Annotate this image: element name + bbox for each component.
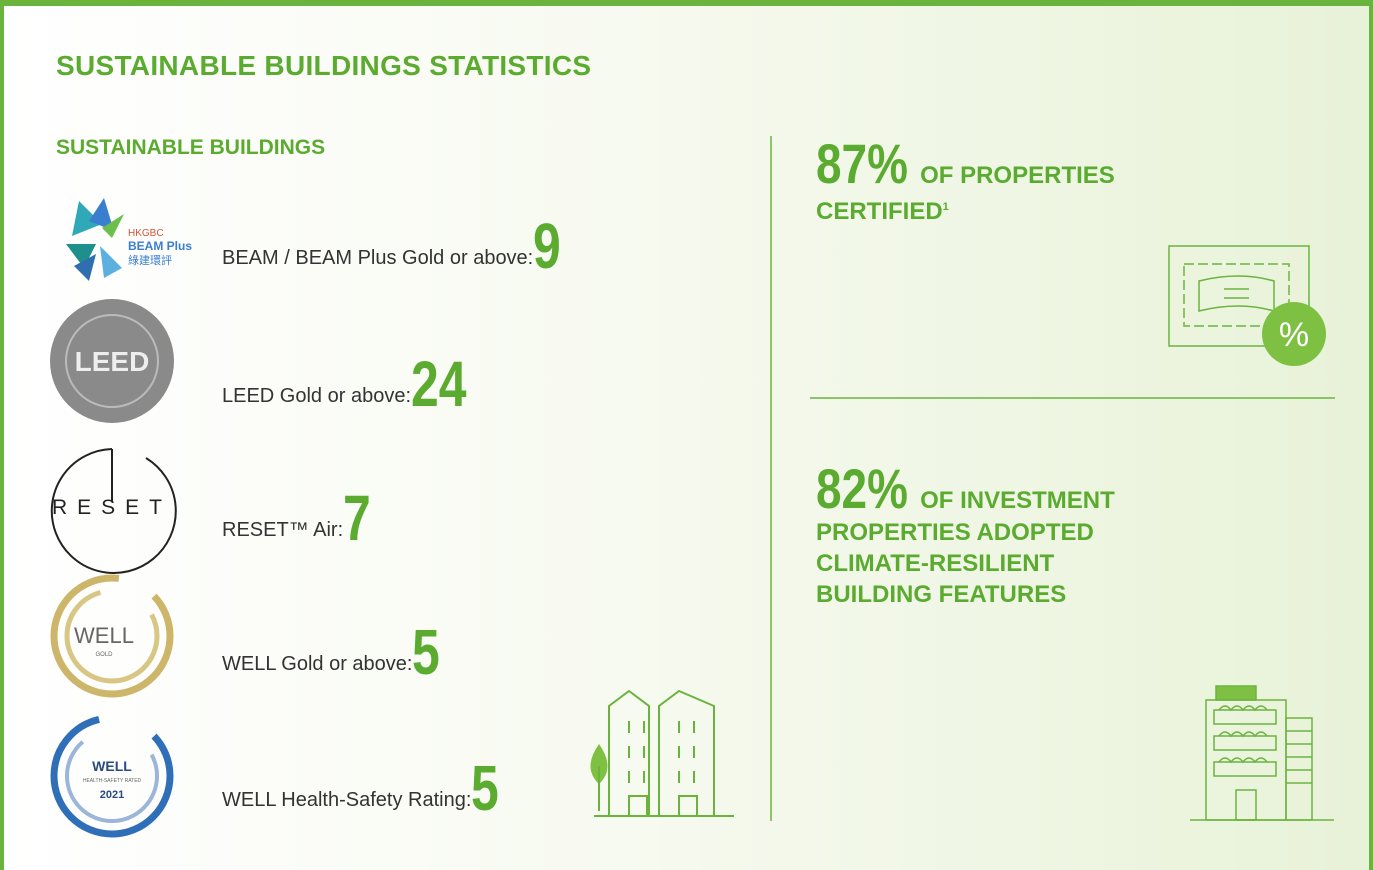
logo-text: WELL bbox=[92, 758, 132, 774]
item-row: BEAM / BEAM Plus Gold or above:9 bbox=[222, 214, 569, 278]
stat-value: 82% bbox=[816, 457, 908, 520]
item-value: 5 bbox=[412, 616, 441, 688]
well-gold-logo: WELL GOLD bbox=[50, 574, 174, 698]
reset-logo: RESET bbox=[50, 448, 177, 574]
green-building-icon bbox=[1190, 685, 1334, 821]
item-value: 9 bbox=[533, 210, 562, 282]
stat-text: BUILDING FEATURES bbox=[816, 581, 1067, 608]
svg-text:%: % bbox=[1279, 316, 1309, 354]
buildings-icon bbox=[590, 689, 734, 817]
item-row: RESET™ Air:7 bbox=[222, 486, 379, 550]
stat-text: CERTIFIED1 bbox=[816, 198, 949, 225]
item-label: WELL Health-Safety Rating: bbox=[222, 789, 472, 811]
item-value: 5 bbox=[471, 752, 500, 824]
stat-text: OF PROPERTIES bbox=[920, 162, 1115, 189]
beam-logo: HKGBC BEAM Plus 綠建環評 bbox=[66, 198, 192, 281]
logo-text: 綠建環評 bbox=[128, 253, 172, 267]
item-row: WELL Health-Safety Rating:5 bbox=[222, 756, 507, 820]
decorations: HKGBC BEAM Plus 綠建環評 LEED RESET WELL GOL… bbox=[50, 136, 1335, 838]
item-label: BEAM / BEAM Plus Gold or above: bbox=[222, 247, 534, 269]
logo-text: 2021 bbox=[100, 789, 124, 801]
section-heading: SUSTAINABLE BUILDINGS bbox=[56, 136, 326, 159]
item-label: RESET™ Air: bbox=[222, 519, 344, 541]
logo-text: GOLD bbox=[95, 652, 113, 658]
logo-text: HKGBC bbox=[128, 228, 164, 239]
logo-text: WELL bbox=[74, 623, 134, 648]
logo-text: HEALTH-SAFETY RATED bbox=[83, 778, 142, 784]
leed-logo: LEED bbox=[50, 299, 174, 423]
stat-text: PROPERTIES ADOPTED bbox=[816, 519, 1094, 546]
logo-text: LEED bbox=[75, 346, 150, 377]
item-value: 24 bbox=[411, 348, 467, 420]
logo-text: RESET bbox=[52, 496, 172, 519]
item-label: LEED Gold or above: bbox=[222, 385, 411, 407]
certificate-icon: % bbox=[1168, 245, 1326, 366]
item-row: LEED Gold or above:24 bbox=[222, 352, 482, 416]
footnote-mark: 1 bbox=[942, 201, 949, 213]
item-row: WELL Gold or above:5 bbox=[222, 620, 448, 684]
stat-text: CLIMATE-RESILIENT bbox=[816, 550, 1055, 577]
item-value: 7 bbox=[343, 482, 371, 554]
stat-text: OF INVESTMENT bbox=[920, 487, 1115, 514]
logo-text: BEAM Plus bbox=[128, 239, 192, 253]
stat-value: 87% bbox=[816, 132, 908, 195]
item-label: WELL Gold or above: bbox=[222, 653, 413, 675]
stat: 87% OF PROPERTIES CERTIFIED1 bbox=[816, 136, 1115, 227]
well-hs-logo: WELL HEALTH-SAFETY RATED 2021 bbox=[50, 714, 174, 838]
title: SUSTAINABLE BUILDINGS STATISTICS bbox=[56, 50, 592, 81]
stat: 82% OF INVESTMENT PROPERTIES ADOPTED CLIMAT… bbox=[816, 461, 1115, 610]
